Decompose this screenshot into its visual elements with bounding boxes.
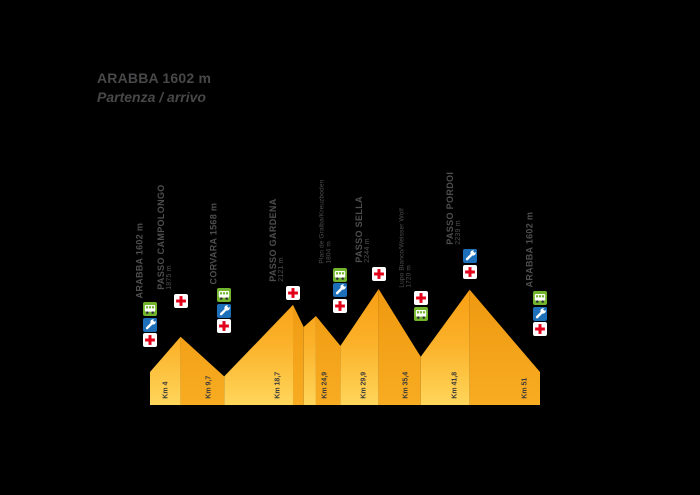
station-label-arabba-finish: ARABBA 1602 m [524,211,535,288]
km-marker: Km 29,9 [359,372,367,399]
station-label-passo-pordoi: PASSO PORDOI 2239 m [445,172,463,246]
station-name: PASSO SELLA [354,196,365,264]
page-title: ARABBA 1602 m [97,70,212,86]
first-aid-icon [173,293,188,308]
km-marker: Km 35,4 [402,372,410,399]
km-marker: Km 41,8 [450,372,458,399]
station-label-passo-campolongo: PASSO CAMPOLONGO 1875 m [156,184,174,290]
profile-segment [340,289,379,405]
station-label-lupo-bianco: Lupo Bianco/Weisser Wolf 1720 m [399,208,414,288]
station-elevation: 2121 m [278,257,286,282]
station-label-corvara: CORVARA 1568 m [208,202,219,285]
wrench-icon [217,303,232,318]
first-aid-icon [286,285,300,300]
profile-segment [378,289,421,405]
station-label-arabba-start: ARABBA 1602 m [134,222,145,299]
station-name: ARABBA 1602 m [134,222,145,299]
station-name: PASSO GARDENA [268,198,279,282]
station-label-passo-gardena: PASSO GARDENA 2121 m [268,198,286,282]
profile-segment [293,304,304,405]
wrench-icon [333,283,348,298]
station-name: PASSO PORDOI [445,172,456,246]
profile-segment [150,336,181,405]
km-marker: Km 24,9 [321,372,329,399]
wrench-icon [143,317,157,332]
km-marker: Km 4 [161,381,169,399]
station-elevation: 1804 m [325,241,333,264]
bus-icon [217,288,232,303]
bus-icon [143,302,157,317]
first-aid-icon [333,298,348,313]
page-subtitle: Partenza / arrivo [97,89,206,105]
km-marker: Km 18,7 [274,372,282,399]
bus-icon [333,267,348,282]
station-label-plan-de-gralba: Plan de Gralba/Kreuzboden 1804 m [319,180,334,264]
station-elevation: 2239 m [455,220,463,246]
wrench-icon [533,306,547,321]
station-elevation: 2244 m [364,238,372,264]
km-marker: Km 9,7 [205,376,213,399]
bus-icon [413,306,428,321]
first-aid-icon [217,319,232,334]
station-name: PASSO CAMPOLONGO [156,184,167,290]
profile-segment [315,316,341,405]
first-aid-icon [533,322,547,337]
station-elevation: 1720 m [405,264,413,288]
first-aid-icon [413,291,428,306]
station-elevation: 1875 m [166,265,174,290]
station-label-passo-sella: PASSO SELLA 2244 m [354,196,372,264]
profile-segment [420,289,470,405]
km-marker: Km 51 [521,377,529,399]
wrench-icon [462,249,477,264]
first-aid-icon [462,264,477,279]
station-name: ARABBA 1602 m [524,211,535,288]
profile-segment [224,304,293,405]
profile-segment [180,336,225,405]
bus-icon [533,291,547,306]
first-aid-icon [371,267,386,282]
station-name: CORVARA 1568 m [208,202,219,285]
profile-segment [303,316,316,405]
first-aid-icon [143,333,157,348]
profile-segment [469,289,540,405]
